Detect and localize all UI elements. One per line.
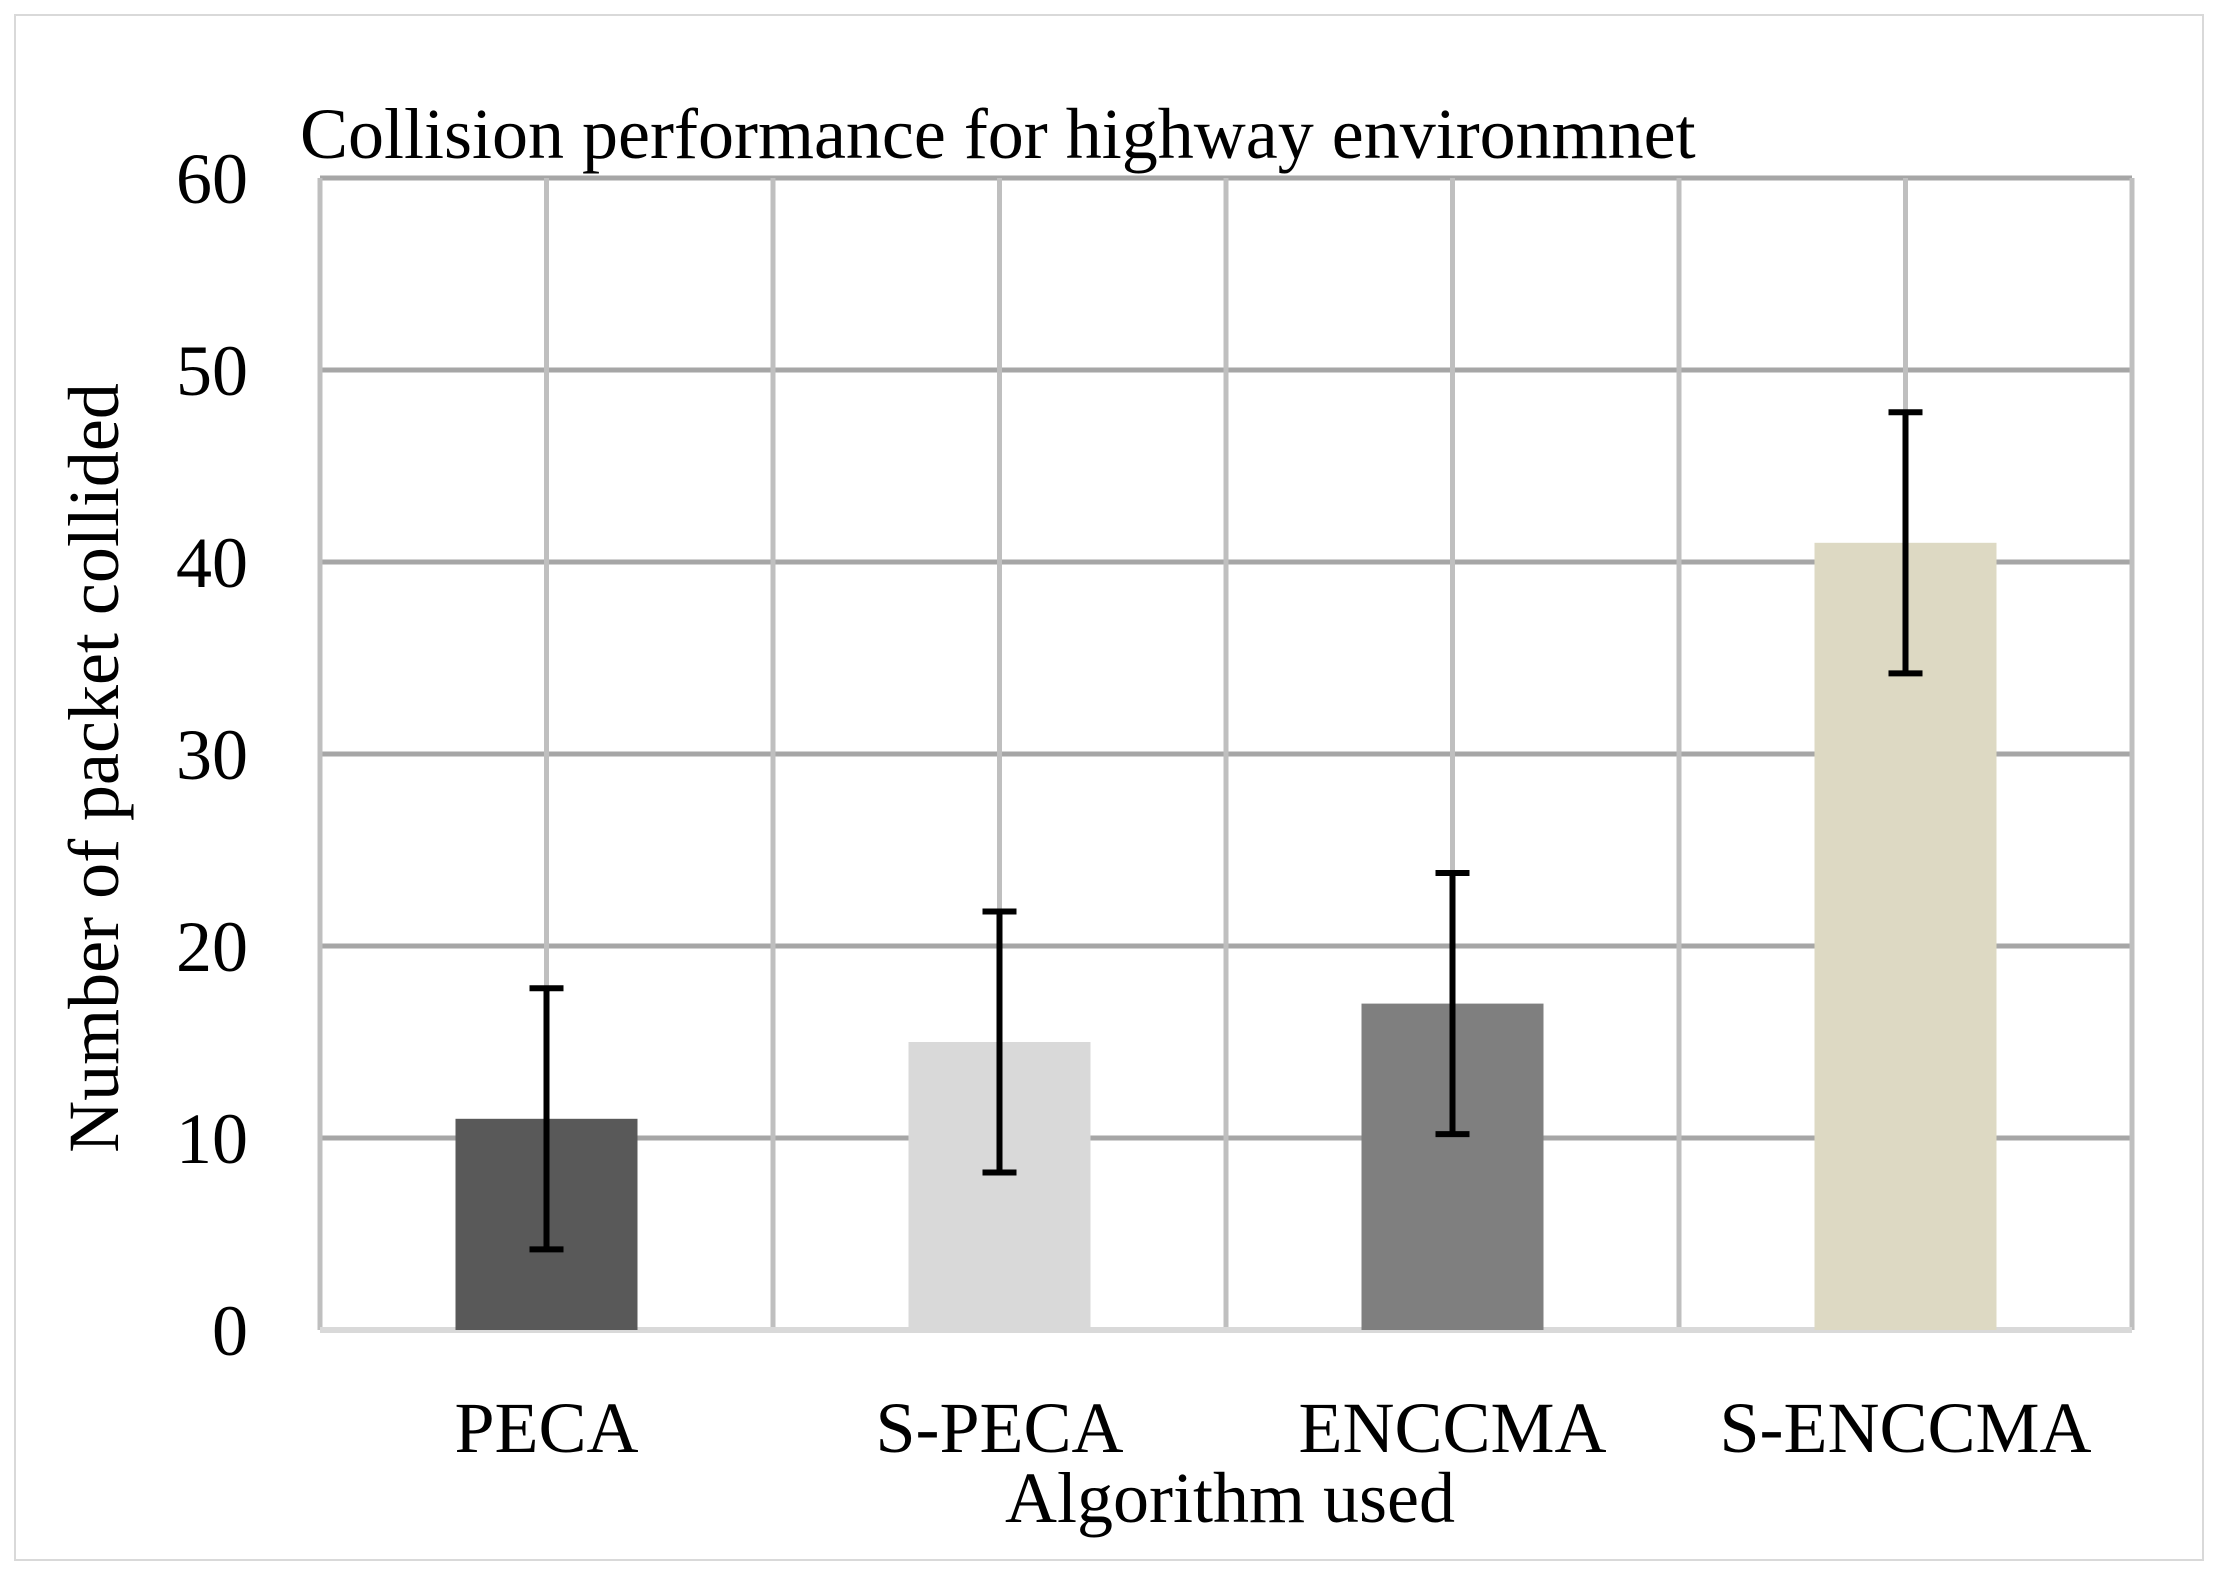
x-axis-label: Algorithm used [1005, 1458, 1455, 1538]
error-bar-enccma [1435, 870, 1470, 1138]
error-bars [529, 409, 1923, 1253]
x-tick-label: PECA [454, 1388, 638, 1468]
tick-labels: 0 10 20 30 40 50 60 PECA S-PECA ENCCMA S-ENCCMA [176, 139, 2092, 1468]
y-tick-label: 30 [176, 715, 248, 795]
x-tick-label: S-ENCCMA [1719, 1388, 2091, 1468]
y-tick-label: 0 [212, 1291, 248, 1371]
y-tick-label: 40 [176, 523, 248, 603]
error-bar-s-enccma [1888, 409, 1923, 677]
x-tick-label: ENCCMA [1298, 1388, 1606, 1468]
y-tick-label: 10 [176, 1099, 248, 1179]
y-tick-label: 20 [176, 907, 248, 987]
y-axis-label: Number of packet collided [54, 383, 134, 1153]
y-tick-label: 50 [176, 331, 248, 411]
error-bar-peca [529, 985, 564, 1253]
error-bar-s-peca [982, 908, 1017, 1176]
chart-title: Collision performance for highway enviro… [300, 94, 1696, 174]
x-tick-label: S-PECA [875, 1388, 1123, 1468]
y-tick-label: 60 [176, 139, 248, 219]
